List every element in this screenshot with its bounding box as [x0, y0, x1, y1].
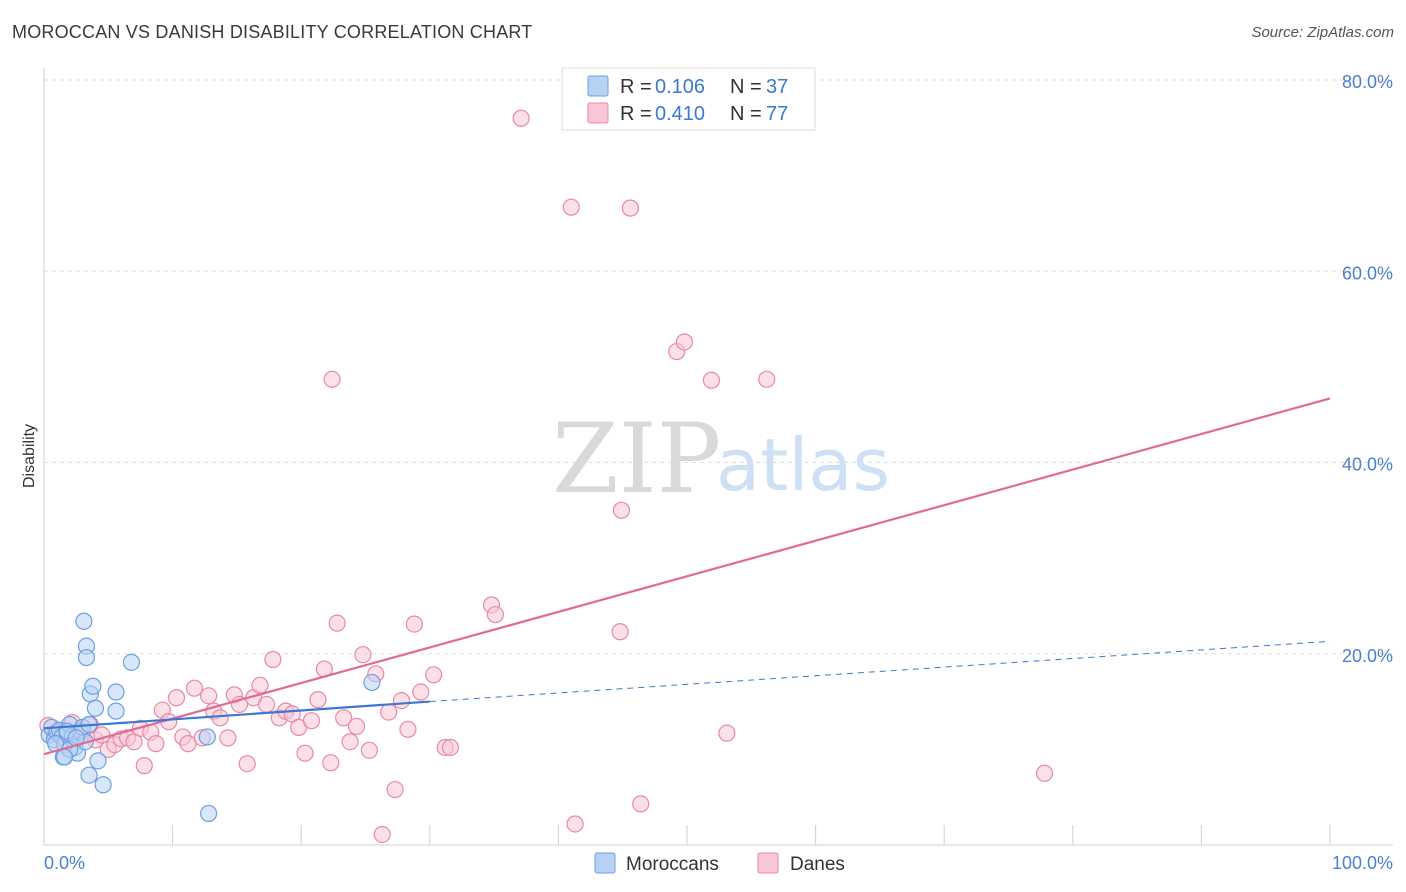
danes-point-65 [566, 815, 584, 833]
danes-point-53 [386, 780, 404, 799]
y-axis-label: Disability [21, 424, 38, 488]
source-label: Source: ZipAtlas.com [1251, 24, 1394, 41]
danes-point-14 [135, 757, 153, 775]
danes-point-26 [211, 709, 229, 727]
y-tick-label-20: 20.0% [1342, 646, 1393, 666]
moroccans-point-28 [89, 752, 107, 770]
danes-point-39 [296, 744, 314, 762]
danes-point-60 [441, 738, 459, 757]
watermark-zip: ZIP [552, 403, 721, 515]
danes-point-45 [335, 709, 353, 727]
danes-point-56 [405, 615, 423, 633]
danes-point-76 [323, 370, 341, 388]
danes-point-34 [264, 650, 282, 669]
danes-point-57 [412, 683, 430, 701]
bottom-legend-danes: Danes [790, 854, 845, 875]
legend-r-label-1: R = [620, 76, 652, 98]
danes-point-69 [632, 795, 650, 813]
y-tick-labels: 20.0% 40.0% 60.0% 80.0% [1342, 72, 1393, 666]
bottom-legend-moroccans: Moroccans [626, 854, 719, 875]
moroccans-point-21 [77, 648, 96, 667]
y-tick-label-60: 60.0% [1342, 263, 1393, 283]
danes-point-67 [612, 501, 631, 519]
danes-point-32 [251, 676, 269, 694]
moroccans-point-19 [75, 612, 93, 630]
danes-point-27 [219, 729, 237, 747]
danes-point-33 [257, 695, 276, 714]
danes-point-63 [512, 109, 530, 127]
danes-point-72 [702, 371, 721, 389]
moroccans-trendline [43, 700, 430, 730]
legend-swatch-moroccans [587, 75, 609, 97]
bottom-legend-swatch-danes [757, 852, 779, 874]
danes-point-49 [360, 741, 378, 759]
danes-point-66 [611, 623, 629, 641]
x-tick-label-min: 0.0% [44, 853, 85, 873]
legend-n-label-2: N = [730, 103, 762, 125]
danes-point-48 [354, 646, 372, 664]
trendlines [43, 397, 1331, 756]
danes-point-75 [1035, 764, 1054, 782]
legend-n-value-1: 37 [766, 76, 788, 98]
y-tick-label-40: 40.0% [1342, 455, 1393, 475]
legend-swatch-danes [587, 102, 609, 124]
legend-r-value-2: 0.410 [655, 103, 705, 125]
moroccans-point-31 [55, 748, 74, 766]
danes-point-24 [200, 687, 218, 705]
x-axis-ticks [172, 825, 1331, 845]
legend-r-value-1: 0.106 [655, 76, 705, 98]
moroccans-point-25 [107, 702, 125, 720]
moroccans-point-33 [200, 804, 218, 823]
danes-point-64 [562, 198, 580, 216]
danes-point-73 [718, 724, 736, 742]
danes-point-19 [167, 689, 186, 707]
moroccans-point-32 [198, 728, 216, 746]
chart-title: MOROCCAN VS DANISH DISABILITY CORRELATIO… [12, 22, 533, 42]
bottom-legend-swatch-moroccans [594, 852, 616, 874]
legend-n-value-2: 77 [766, 103, 788, 125]
moroccans-trendline-extension [429, 640, 1331, 703]
legend-r-label-2: R = [620, 103, 652, 125]
series-legend: Moroccans Danes [594, 852, 845, 875]
moroccans-point-29 [80, 766, 98, 784]
watermark-atlas: atlas [716, 423, 890, 507]
x-tick-label-max: 100.0% [1332, 853, 1393, 873]
danes-point-43 [322, 754, 340, 772]
moroccans-point-26 [107, 683, 125, 701]
moroccans-point-34 [363, 673, 381, 692]
danes-point-30 [238, 755, 256, 773]
danes-point-52 [380, 703, 398, 721]
danes-point-40 [302, 712, 321, 730]
danes-series [39, 109, 1054, 844]
danes-point-16 [147, 735, 165, 753]
correlation-legend: R = 0.106 N = 37 R = 0.410 N = 77 [561, 67, 816, 131]
danes-trendline [43, 397, 1331, 756]
moroccans-point-24 [86, 699, 105, 717]
danes-point-62 [486, 605, 504, 624]
legend-n-label-1: N = [730, 76, 762, 98]
danes-point-74 [758, 370, 776, 388]
danes-point-71 [675, 333, 694, 351]
moroccans-point-27 [122, 653, 141, 671]
danes-point-47 [347, 717, 366, 736]
danes-point-51 [373, 825, 391, 844]
danes-point-22 [185, 679, 204, 697]
y-tick-label-80: 80.0% [1342, 72, 1393, 92]
moroccans-point-30 [94, 776, 112, 794]
danes-point-68 [621, 199, 640, 217]
moroccans-point-23 [84, 677, 102, 695]
danes-point-41 [309, 691, 327, 709]
danes-point-54 [392, 692, 411, 710]
danes-point-46 [341, 733, 359, 751]
danes-point-44 [328, 614, 346, 632]
danes-point-58 [425, 666, 443, 684]
danes-point-55 [399, 720, 417, 738]
